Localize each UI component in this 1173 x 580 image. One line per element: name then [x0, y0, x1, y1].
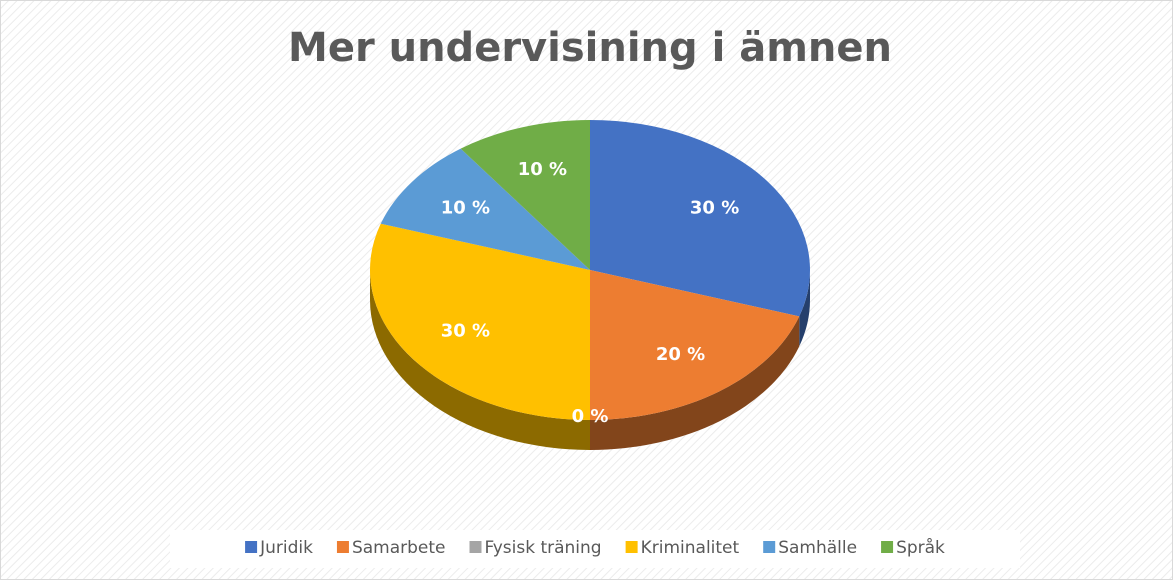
data-label: 10 % — [518, 159, 567, 180]
legend-label: Kriminalitet — [641, 538, 740, 558]
pie-side — [799, 270, 810, 347]
legend-swatch — [881, 541, 894, 553]
pie-slice — [370, 223, 590, 420]
data-label: 0 % — [572, 406, 609, 427]
data-label: 10 % — [441, 197, 490, 218]
data-label: 20 % — [656, 344, 705, 365]
legend-label: Samarbete — [352, 538, 446, 558]
data-label: 30 % — [690, 197, 739, 218]
pie-slice — [460, 120, 590, 270]
legend-label: Fysisk träning — [485, 538, 602, 558]
data-label: 30 % — [441, 321, 490, 342]
pie-slice — [590, 270, 800, 420]
legend-swatch — [763, 541, 776, 553]
legend-label: Juridik — [259, 538, 313, 558]
pie-slice — [380, 148, 590, 270]
legend-swatch — [625, 541, 638, 553]
legend-swatch — [469, 541, 482, 553]
legend-swatch — [336, 541, 349, 553]
pie-side — [590, 316, 800, 450]
pie-slice — [590, 120, 810, 317]
legend-label: Samhälle — [778, 538, 857, 558]
chart-title: Mer undervisining i ämnen — [288, 25, 892, 71]
legend-swatch — [245, 541, 258, 553]
legend-box — [170, 530, 1020, 568]
legend-label: Språk — [896, 537, 945, 558]
